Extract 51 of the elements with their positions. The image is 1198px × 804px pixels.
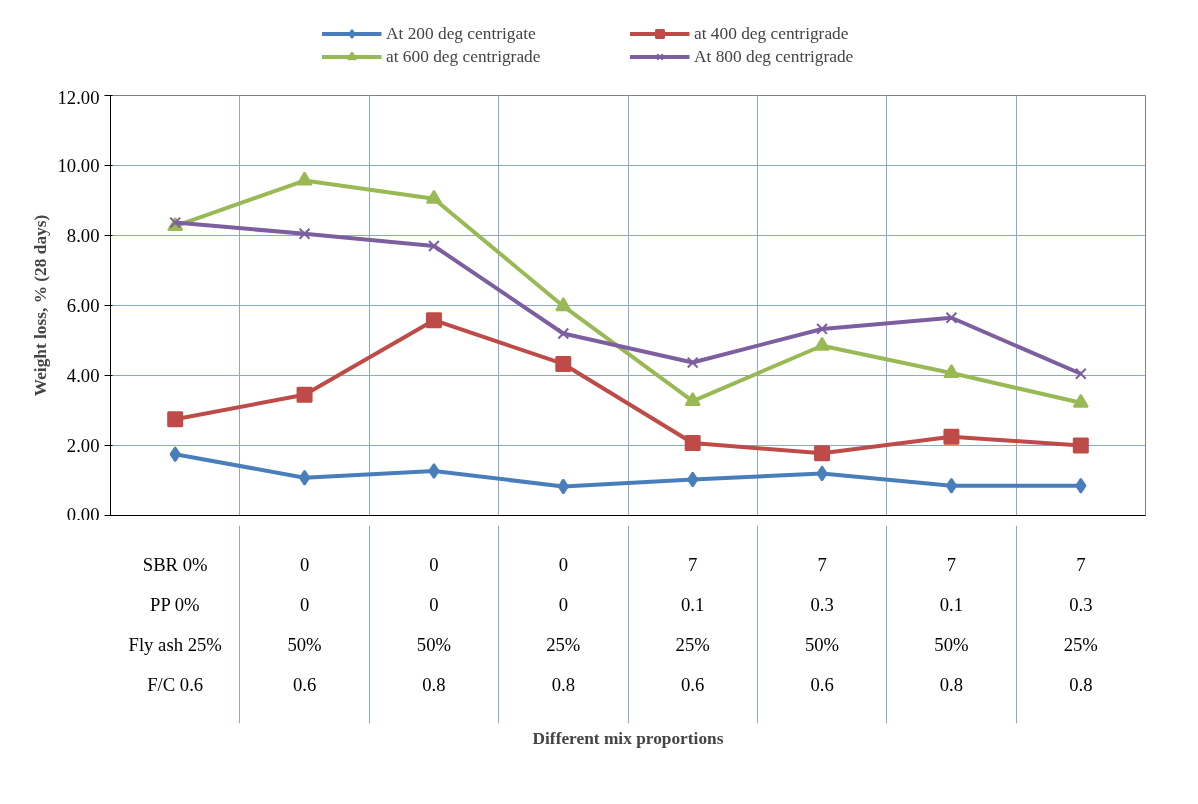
point: [684, 391, 701, 407]
point: [169, 446, 181, 463]
point: [1075, 477, 1087, 494]
point: [945, 311, 958, 324]
point: [555, 355, 572, 372]
legend-label: At 200 deg centrigate: [386, 23, 537, 44]
point: [684, 435, 701, 452]
y-tick-label: 4.00: [66, 365, 100, 386]
point: [943, 363, 960, 379]
point: [555, 297, 572, 312]
point: [428, 463, 440, 480]
point: [296, 386, 313, 403]
y-tick-label: 10.00: [57, 155, 100, 176]
point: [557, 478, 569, 495]
point: [296, 171, 313, 186]
point: [425, 189, 442, 204]
point: [298, 227, 311, 240]
point: [814, 336, 831, 351]
x-tick-label: 0 0 25% 0.8: [546, 554, 581, 695]
point: [816, 465, 828, 482]
x-tick-label: 0 0 50% 0.6: [287, 554, 322, 695]
point: [1074, 367, 1087, 380]
x-tick-label: SBR 0% PP 0% Fly ash 25% F/C 0.6: [128, 554, 222, 695]
point: [943, 428, 960, 445]
point: [816, 323, 829, 335]
x-tick-label: 7 0.1 50% 0.8: [934, 554, 969, 695]
point: [1072, 437, 1089, 454]
x-tick-label: 0 0 50% 0.8: [416, 554, 452, 695]
point: [425, 312, 442, 329]
x-tick-label: 7 0.3 50% 0.6: [804, 554, 840, 695]
y-tick-label: 0.00: [66, 503, 100, 525]
point: [427, 240, 440, 252]
y-tick-label: 8.00: [66, 225, 100, 246]
x-tick-label: 7 0.3 25% 0.8: [1063, 554, 1098, 695]
y-tick-label: 2.00: [66, 435, 100, 456]
legend-label: at 600 deg centrigrade: [386, 46, 542, 67]
legend-label: at 400 deg centrigrade: [694, 23, 850, 44]
point: [298, 469, 311, 486]
point: [814, 445, 831, 462]
y-tick-label: 12.00: [57, 86, 100, 108]
x-tick-label: 7 0.1 25% 0.6: [675, 554, 710, 695]
point: [167, 411, 184, 428]
point: [1072, 393, 1089, 408]
point: [557, 327, 570, 340]
point: [945, 477, 958, 494]
point: [687, 471, 699, 488]
y-axis-title: Weight loss, % (28 days): [30, 214, 50, 397]
x-axis-title: Different mix proportions: [532, 728, 724, 748]
point: [686, 356, 699, 369]
y-tick-label: 6.00: [66, 295, 100, 316]
legend-label: At 800 deg centrigrade: [694, 46, 855, 67]
